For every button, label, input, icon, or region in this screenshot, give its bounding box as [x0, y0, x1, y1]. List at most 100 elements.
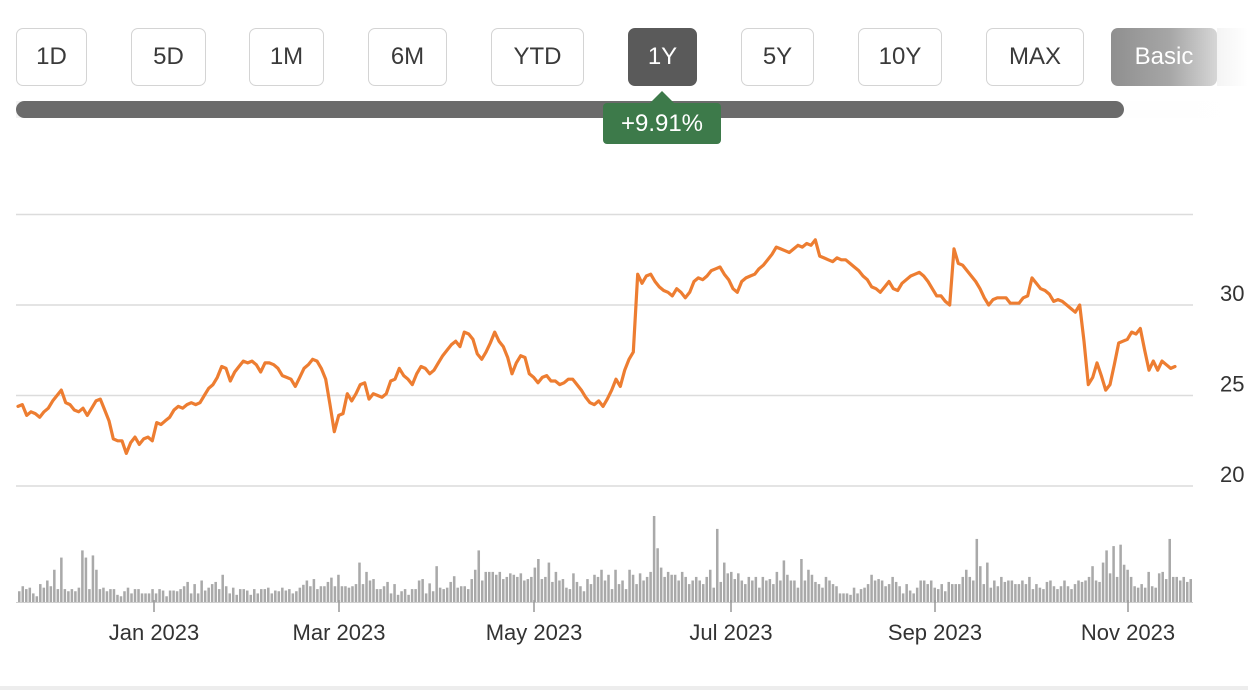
volume-bar — [1031, 589, 1035, 602]
volume-bar — [70, 589, 74, 602]
volume-bar — [365, 571, 368, 602]
volume-bar — [1077, 580, 1080, 602]
volume-bar — [1038, 587, 1042, 602]
volume-bar — [245, 590, 249, 602]
volume-bar — [1084, 580, 1087, 602]
volume-bar — [105, 591, 109, 602]
volume-bar — [705, 576, 708, 602]
volume-bar — [810, 574, 814, 602]
volume-bar — [733, 579, 737, 602]
volume-bar — [361, 584, 365, 602]
volume-bar — [1168, 538, 1171, 602]
volume-bar — [877, 579, 880, 602]
volume-bar — [421, 579, 424, 602]
volume-bar — [319, 586, 323, 602]
range-slider-fill[interactable] — [16, 101, 1124, 118]
volume-bar — [102, 587, 105, 602]
volume-bar — [502, 579, 505, 602]
volume-bar — [593, 574, 596, 602]
range-button-1m[interactable]: 1M — [249, 28, 324, 86]
volume-bar — [161, 590, 165, 602]
volume-bar — [1178, 580, 1182, 602]
volume-bar — [39, 584, 42, 602]
volume-bar — [565, 587, 568, 602]
volume-bar — [1059, 586, 1063, 602]
volume-bar — [873, 580, 877, 602]
volume-bar — [77, 587, 81, 602]
volume-bar — [852, 587, 856, 602]
volume-bar — [147, 593, 151, 602]
range-button-5d[interactable]: 5D — [131, 28, 206, 86]
volume-bar — [744, 584, 747, 602]
volume-bar — [659, 567, 663, 602]
volume-bar — [256, 593, 260, 602]
volume-bar — [25, 589, 28, 602]
volume-bar — [568, 589, 572, 602]
volume-bar — [621, 580, 624, 602]
volume-bar — [1136, 587, 1140, 602]
volume-bar — [172, 590, 175, 602]
volume-bar — [179, 589, 182, 602]
volume-bar — [684, 576, 687, 602]
range-button-ytd[interactable]: YTD — [491, 28, 584, 86]
volume-bar — [1126, 569, 1129, 602]
x-tick-label: Jul 2023 — [689, 620, 772, 645]
volume-bar — [635, 584, 638, 602]
volume-bar — [505, 576, 509, 602]
volume-bar — [368, 580, 372, 602]
volume-bar — [793, 580, 796, 602]
volume-bar — [18, 591, 21, 602]
grid-lines — [16, 213, 1193, 487]
range-button-10y[interactable]: 10Y — [858, 28, 942, 86]
volume-bar — [859, 589, 863, 602]
volume-bar — [582, 591, 586, 602]
volume-bar — [723, 562, 726, 602]
volume-bar — [1000, 576, 1003, 602]
range-button-1y[interactable]: 1Y — [628, 28, 697, 86]
price-line — [16, 238, 1177, 455]
volume-bar — [1185, 581, 1189, 602]
volume-bar — [123, 591, 126, 602]
volume-bar — [84, 557, 88, 602]
volume-bar — [572, 573, 575, 602]
volume-bars — [18, 516, 1193, 602]
volume-bar — [46, 580, 49, 602]
volume-bar — [540, 579, 544, 602]
range-button-5y[interactable]: 5Y — [741, 28, 814, 86]
volume-bar — [989, 587, 993, 602]
volume-bar — [463, 586, 466, 602]
volume-bar — [831, 584, 835, 602]
volume-bar — [631, 574, 635, 602]
volume-bar — [358, 562, 361, 602]
volume-bar — [1010, 580, 1014, 602]
volume-bar — [936, 589, 940, 602]
volume-bar — [56, 589, 60, 602]
basic-mode-button[interactable]: Basic — [1111, 28, 1217, 86]
volume-bar — [389, 593, 393, 602]
volume-bar — [961, 576, 965, 602]
range-button-6m[interactable]: 6M — [368, 28, 447, 86]
volume-bar — [186, 581, 189, 602]
volume-bar — [302, 584, 305, 602]
volume-bar — [656, 548, 659, 602]
volume-bar — [561, 579, 565, 602]
volume-bar — [140, 593, 144, 602]
volume-bar — [133, 589, 137, 602]
volume-bar — [42, 587, 46, 602]
volume-bar — [887, 584, 891, 602]
volume-bar — [544, 576, 547, 602]
volume-bar — [182, 586, 186, 602]
volume-bar — [382, 586, 386, 602]
range-button-max[interactable]: MAX — [986, 28, 1084, 86]
volume-bar — [193, 584, 196, 602]
volume-bar — [1164, 579, 1168, 602]
volume-bar — [235, 594, 238, 602]
range-button-1d[interactable]: 1D — [16, 28, 87, 86]
volume-bar — [870, 574, 873, 602]
volume-bar — [224, 586, 228, 602]
volume-bar — [845, 593, 849, 602]
volume-bar — [786, 574, 789, 602]
volume-bar — [1073, 584, 1077, 602]
volume-bar — [719, 581, 723, 602]
